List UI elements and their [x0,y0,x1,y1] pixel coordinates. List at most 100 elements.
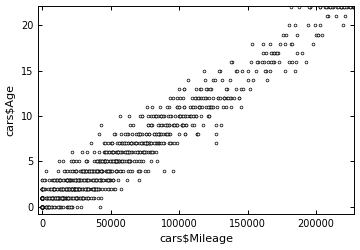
Point [153,150,158,154]
Point [199,105,205,109]
Point [55,168,61,172]
Point [71,160,76,164]
Point [81,168,87,172]
Point [69,187,75,191]
Point [92,178,98,182]
Point [153,132,158,136]
Point [40,205,45,209]
Point [93,178,99,182]
Point [40,205,46,209]
Point [64,196,69,200]
Point [104,160,109,164]
Point [40,205,45,209]
Point [164,123,170,127]
Point [76,187,82,191]
Point [82,168,88,172]
Point [50,196,55,200]
Point [195,96,201,100]
Point [40,205,45,209]
Point [156,141,162,145]
Point [334,5,340,9]
Point [239,105,244,109]
Point [338,5,344,9]
Point [56,178,62,182]
Point [67,196,72,200]
Point [64,168,69,172]
Point [40,196,45,200]
Point [60,196,66,200]
Point [66,205,71,209]
Point [96,187,102,191]
Point [198,96,204,100]
Point [152,141,158,145]
Point [56,196,62,200]
Point [207,87,213,91]
Point [273,51,279,55]
Point [59,196,65,200]
Point [114,160,120,164]
Y-axis label: cars$Age: cars$Age [5,84,15,136]
Point [51,178,57,182]
Point [72,196,78,200]
Point [97,160,103,164]
Point [49,205,55,209]
Point [43,205,49,209]
Point [76,196,82,200]
Point [148,141,154,145]
Point [159,123,165,127]
Point [53,178,59,182]
Point [184,123,189,127]
Point [129,150,135,154]
Point [57,178,63,182]
Point [219,123,224,127]
Point [275,51,280,55]
Point [69,196,75,200]
Point [140,160,145,164]
Point [276,42,282,46]
Point [97,178,103,182]
Point [121,141,127,145]
Point [174,123,180,127]
Point [269,60,274,64]
Point [118,141,123,145]
Point [117,168,123,172]
Point [174,96,180,100]
Point [193,87,198,91]
Point [187,114,193,118]
Point [140,141,145,145]
Point [140,150,146,154]
Point [96,160,102,164]
Point [161,141,167,145]
Point [73,178,79,182]
Point [221,96,227,100]
Point [216,69,222,73]
Point [85,196,90,200]
Point [77,196,83,200]
Point [58,205,63,209]
Point [40,205,45,209]
Point [84,196,89,200]
Point [85,187,91,191]
Point [175,123,180,127]
Point [271,60,277,64]
Point [43,205,49,209]
Point [40,187,45,191]
Point [227,96,233,100]
Point [117,141,122,145]
Point [75,178,81,182]
Point [132,141,138,145]
Point [191,114,197,118]
Point [126,150,131,154]
Point [117,141,122,145]
Point [143,150,149,154]
Point [58,187,63,191]
Point [111,160,116,164]
Point [96,150,102,154]
Point [60,196,66,200]
Point [51,205,57,209]
Point [46,196,52,200]
Point [126,150,131,154]
Point [98,168,104,172]
Point [53,178,59,182]
Point [69,178,75,182]
